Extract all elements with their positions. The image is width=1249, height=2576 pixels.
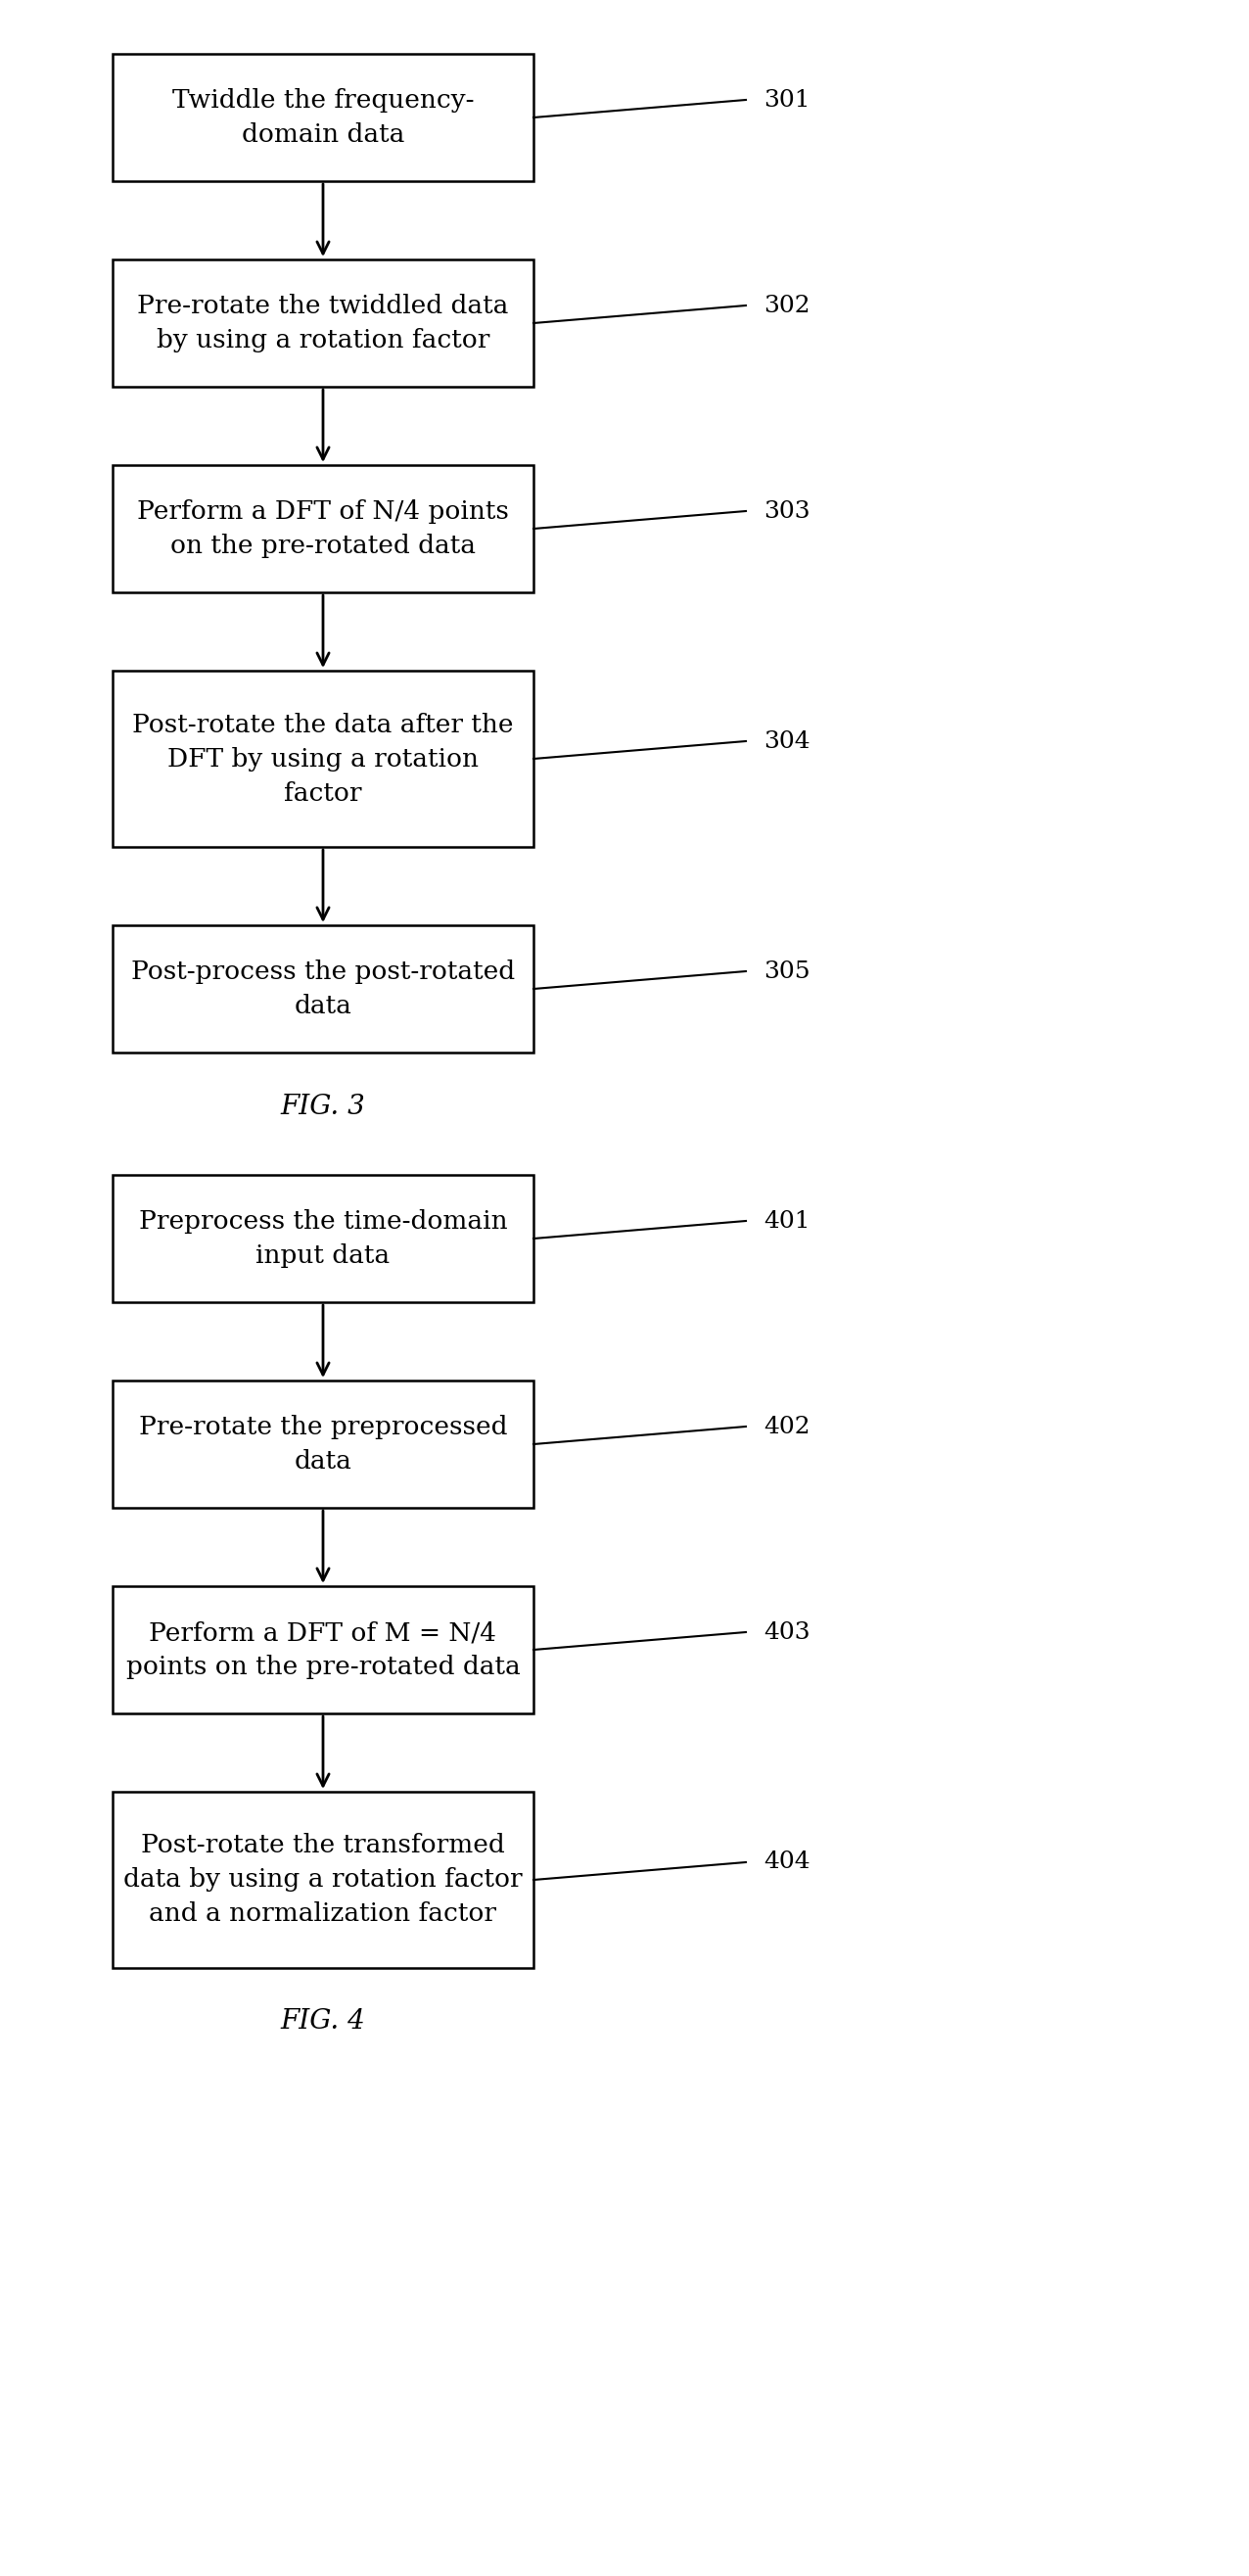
Bar (112, 925, 533, 1054)
Bar (112, 1381, 533, 1507)
Bar (112, 466, 533, 592)
Text: 303: 303 (763, 500, 811, 523)
Text: Post-rotate the transformed
data by using a rotation factor
and a normalization : Post-rotate the transformed data by usin… (124, 1834, 522, 1927)
Text: FIG. 3: FIG. 3 (281, 1092, 366, 1121)
Text: 401: 401 (763, 1211, 811, 1231)
Text: 404: 404 (763, 1852, 811, 1873)
Text: 304: 304 (763, 729, 811, 752)
Text: 403: 403 (763, 1620, 811, 1643)
Bar (112, 670, 533, 848)
Text: Perform a DFT of N/4 points
on the pre-rotated data: Perform a DFT of N/4 points on the pre-r… (137, 500, 508, 559)
Text: Pre-rotate the preprocessed
data: Pre-rotate the preprocessed data (139, 1414, 507, 1473)
Text: 402: 402 (763, 1414, 811, 1437)
Bar (112, 54, 533, 180)
Text: FIG. 4: FIG. 4 (281, 2009, 366, 2035)
Text: 301: 301 (763, 88, 811, 111)
Text: Post-rotate the data after the
DFT by using a rotation
factor: Post-rotate the data after the DFT by us… (132, 714, 513, 806)
Text: Twiddle the frequency-
domain data: Twiddle the frequency- domain data (172, 88, 475, 147)
Bar (112, 1175, 533, 1303)
Text: 302: 302 (763, 294, 811, 317)
Text: Preprocess the time-domain
input data: Preprocess the time-domain input data (139, 1208, 507, 1267)
Bar (112, 1587, 533, 1713)
Text: Post-process the post-rotated
data: Post-process the post-rotated data (131, 958, 515, 1018)
Text: Pre-rotate the twiddled data
by using a rotation factor: Pre-rotate the twiddled data by using a … (137, 294, 508, 353)
Bar (112, 260, 533, 386)
Bar (112, 1793, 533, 1968)
Text: 305: 305 (763, 961, 811, 981)
Text: Perform a DFT of M = N/4
points on the pre-rotated data: Perform a DFT of M = N/4 points on the p… (126, 1620, 520, 1680)
